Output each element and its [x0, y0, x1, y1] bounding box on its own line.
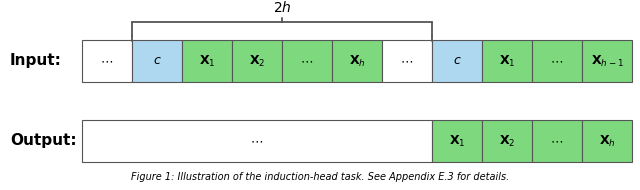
Bar [132, 40, 182, 82]
Text: $\mathbf{X}_{h}$: $\mathbf{X}_{h}$ [598, 133, 615, 149]
Text: $\cdots$: $\cdots$ [401, 55, 413, 67]
Text: $\mathbf{X}_{h}$: $\mathbf{X}_{h}$ [349, 53, 365, 69]
Bar [432, 40, 482, 82]
Text: $\mathbf{X}_{1}$: $\mathbf{X}_{1}$ [199, 53, 215, 69]
Text: $\mathbf{X}_{1}$: $\mathbf{X}_{1}$ [449, 133, 465, 149]
Bar [432, 120, 482, 162]
Text: $\mathbf{X}_{2}$: $\mathbf{X}_{2}$ [499, 133, 515, 149]
Bar [582, 120, 632, 162]
Bar [82, 40, 132, 82]
Bar [332, 40, 382, 82]
Bar [382, 40, 432, 82]
Text: $\mathit{c}$: $\mathit{c}$ [153, 55, 161, 67]
Text: $\mathbf{X}_{2}$: $\mathbf{X}_{2}$ [249, 53, 265, 69]
Bar [532, 120, 582, 162]
Text: Input:: Input: [10, 54, 62, 69]
Text: $\mathit{c}$: $\mathit{c}$ [452, 55, 461, 67]
Text: $\mathbf{X}_{1}$: $\mathbf{X}_{1}$ [499, 53, 515, 69]
Bar [82, 120, 432, 162]
Bar [482, 40, 532, 82]
Bar [182, 40, 232, 82]
Text: $\cdots$: $\cdots$ [300, 55, 314, 67]
Bar [482, 120, 532, 162]
Text: $2h$: $2h$ [273, 0, 291, 15]
Text: $\cdots$: $\cdots$ [250, 135, 264, 147]
Text: $\cdots$: $\cdots$ [550, 135, 564, 147]
Text: $\mathbf{X}_{h-1}$: $\mathbf{X}_{h-1}$ [591, 53, 623, 69]
Text: Figure 1: Illustration of the induction-head task. See Appendix E.3 for details.: Figure 1: Illustration of the induction-… [131, 172, 509, 182]
Bar [532, 40, 582, 82]
Bar [232, 40, 282, 82]
Bar [282, 40, 332, 82]
Text: Output:: Output: [10, 134, 77, 149]
Text: $\cdots$: $\cdots$ [100, 55, 113, 67]
Text: $\cdots$: $\cdots$ [550, 55, 564, 67]
Bar [582, 40, 632, 82]
